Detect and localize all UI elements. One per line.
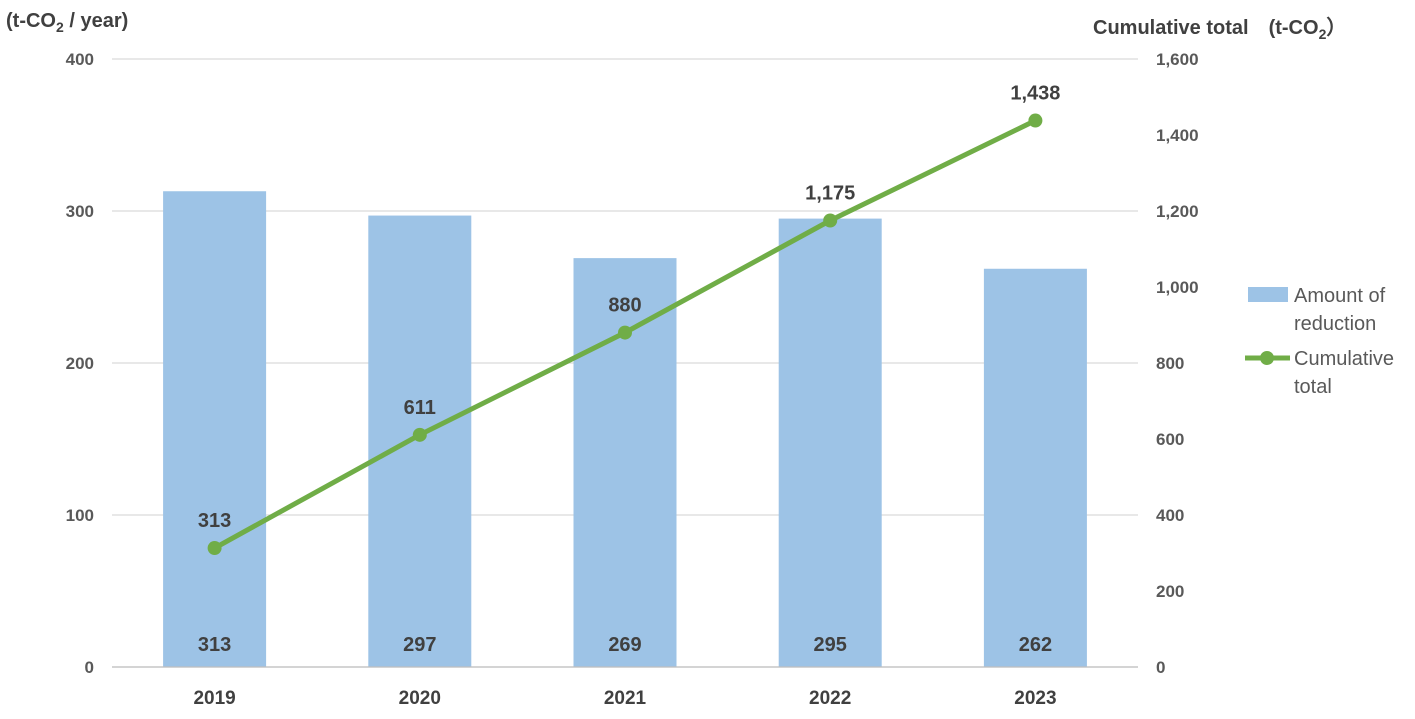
legend: Amount of reduction Cumulative total — [1245, 285, 1394, 398]
x-tick-label: 2023 — [1014, 688, 1056, 709]
y-right-tick-label: 800 — [1156, 354, 1184, 373]
y-left-tick-label: 300 — [66, 202, 94, 221]
bar-data-label: 297 — [403, 634, 436, 656]
bar — [163, 191, 267, 668]
y-left-tick-label: 200 — [66, 354, 94, 373]
x-tick-label: 2019 — [193, 688, 235, 709]
y-right-tick-label: 1,200 — [1156, 202, 1199, 221]
line-point — [618, 325, 632, 340]
line-point — [207, 541, 222, 556]
line-data-label: 880 — [608, 295, 641, 317]
line-data-label: 611 — [404, 397, 436, 419]
legend-label-cumulative: Cumulative total — [1294, 348, 1394, 398]
bar-data-label: 313 — [198, 634, 231, 656]
bar — [983, 268, 1087, 667]
axes: 0 100 200 300 400 0 200 400 600 800 1,000 1,200 1,40… — [6, 10, 1346, 709]
data-labels: 313 297 269 295 262 313 611 880 1,175 1,438 — [198, 83, 1061, 656]
line-data-label: 313 — [198, 510, 231, 532]
y-right-tick-label: 1,600 — [1156, 50, 1199, 69]
x-tick-label: 2021 — [604, 688, 647, 709]
line-point — [1028, 113, 1043, 128]
bar-series — [163, 191, 1087, 668]
bar — [778, 218, 882, 667]
y-right-tick-label: 0 — [1156, 658, 1165, 677]
line-series — [207, 113, 1043, 556]
line-data-label: 1,175 — [805, 183, 855, 205]
y-left-axis-title: (t-CO2 / year) — [6, 10, 128, 35]
line-point — [412, 427, 427, 442]
bar-data-label: 262 — [1019, 634, 1052, 656]
x-tick-label: 2022 — [809, 688, 851, 709]
y-right-tick-label: 1,000 — [1156, 278, 1199, 297]
y-left-tick-label: 400 — [66, 50, 94, 69]
line-point — [823, 213, 838, 228]
y-right-axis-title: Cumulative total (t-CO2） — [1093, 16, 1346, 42]
bar — [573, 258, 677, 667]
legend-swatch-bar — [1248, 287, 1288, 302]
legend-label-reduction: Amount of reduction — [1294, 285, 1386, 335]
x-tick-label: 2020 — [399, 688, 441, 709]
y-right-tick-label: 1,400 — [1156, 126, 1199, 145]
y-right-tick-label: 200 — [1156, 582, 1184, 601]
y-right-tick-label: 600 — [1156, 430, 1184, 449]
y-left-tick-label: 100 — [66, 506, 94, 525]
y-right-tick-label: 400 — [1156, 506, 1184, 525]
bar-data-label: 269 — [608, 634, 641, 656]
y-left-tick-label: 0 — [85, 658, 94, 677]
legend-swatch-marker — [1260, 351, 1274, 365]
line-data-label: 1,438 — [1010, 83, 1060, 105]
bar-data-label: 295 — [814, 634, 847, 656]
